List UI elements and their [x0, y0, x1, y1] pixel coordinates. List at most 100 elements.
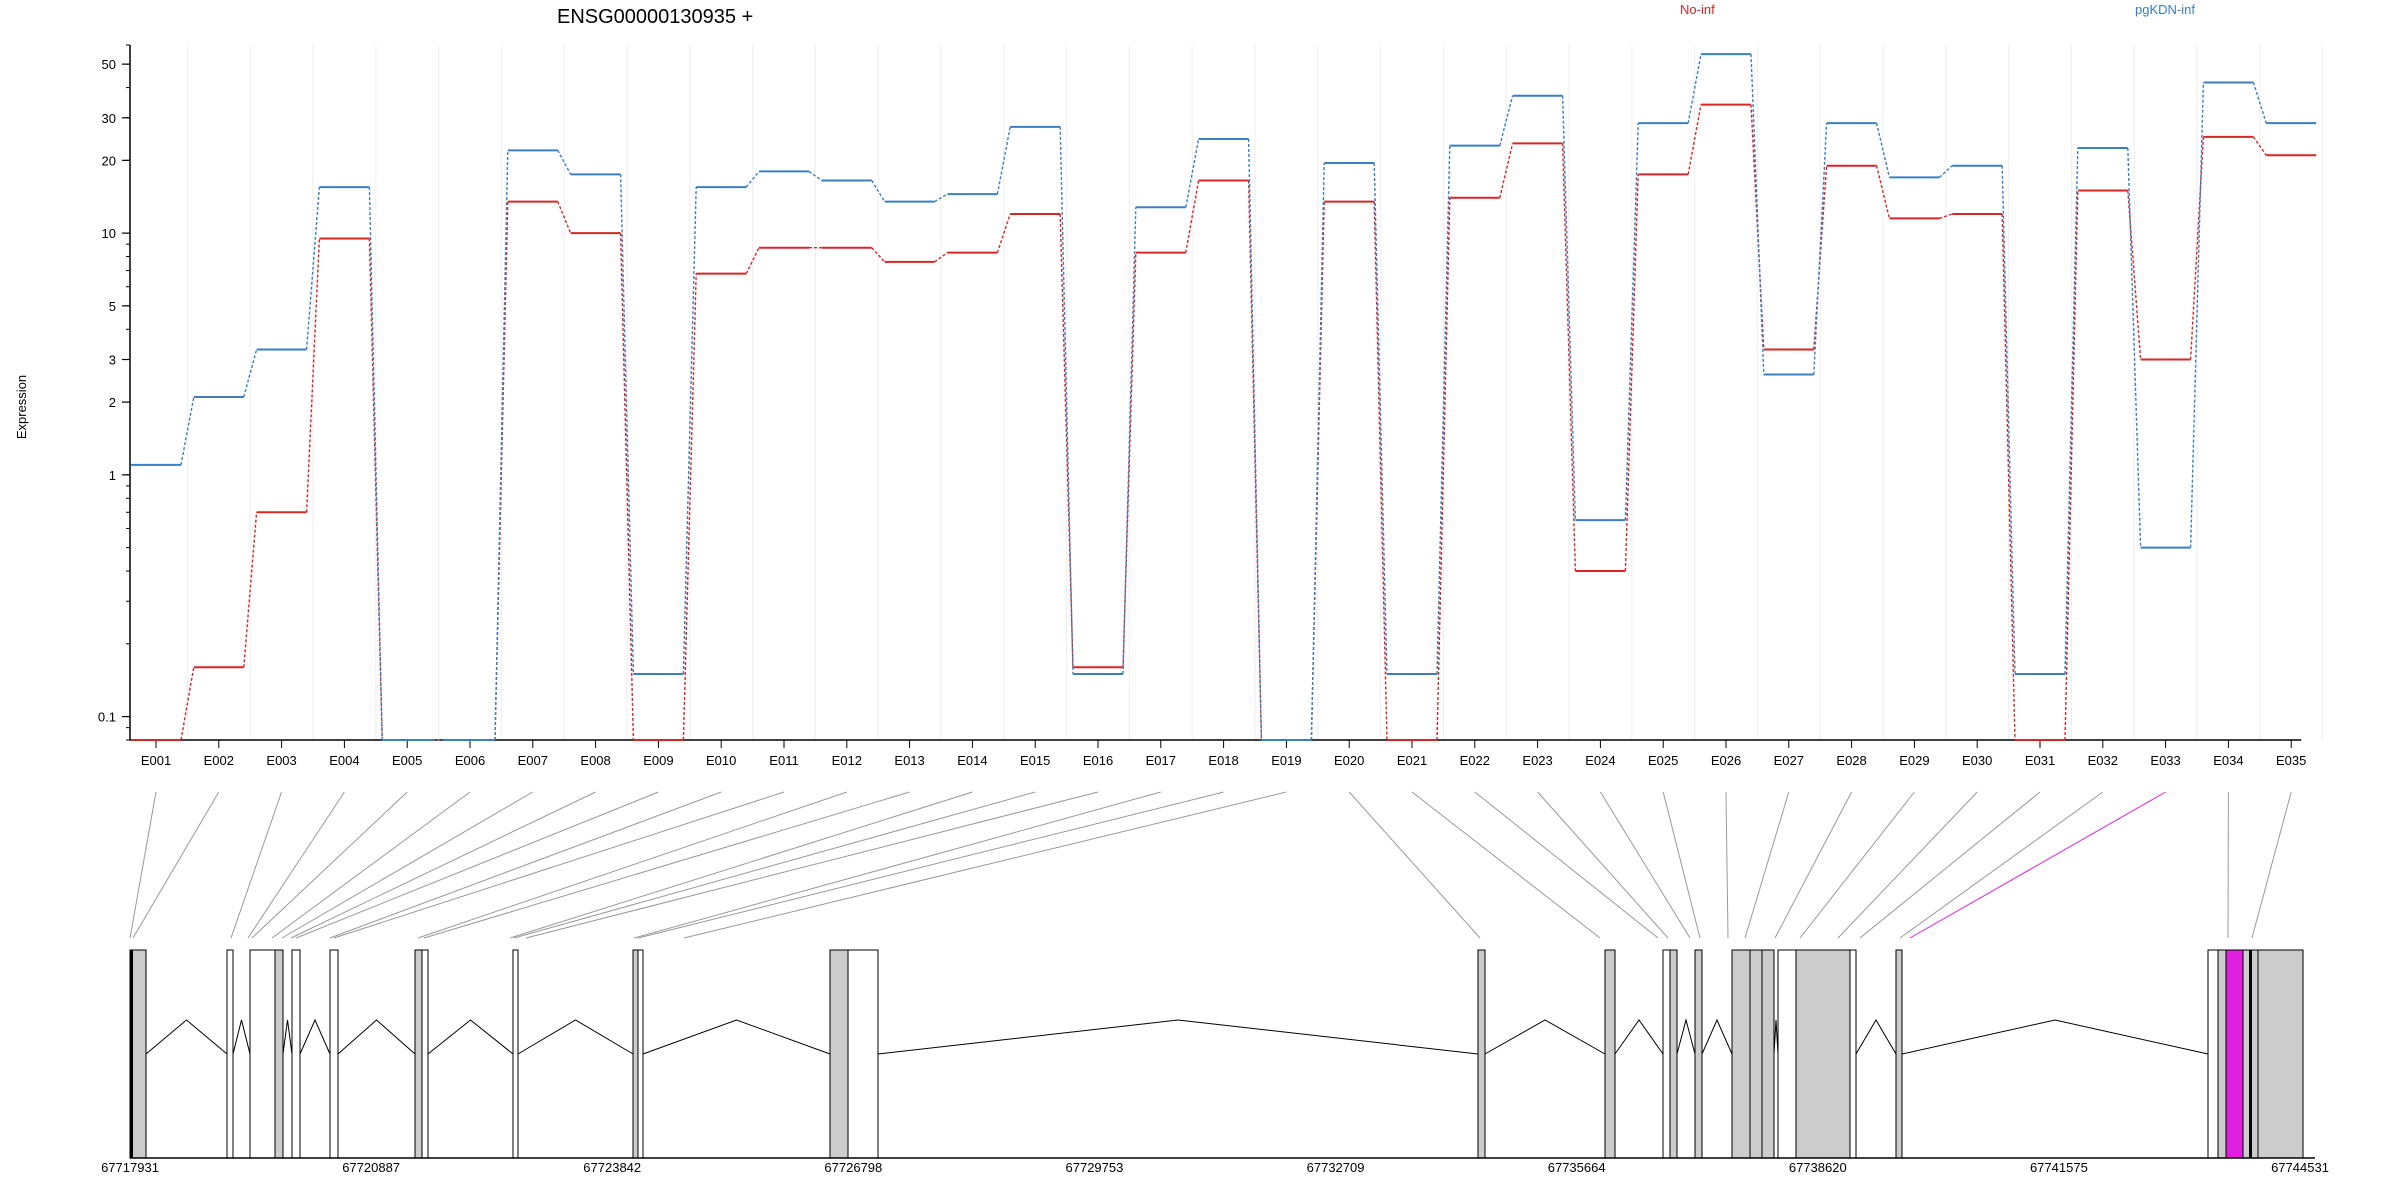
series-connector-pgKDN-inf: [180, 396, 195, 465]
x-tick-label: E014: [957, 753, 987, 768]
series-connector-pgKDN-inf: [682, 187, 697, 675]
exon-box: [2217, 949, 2227, 1159]
series-connector-No-inf: [2189, 136, 2205, 360]
intron-line: [1901, 1019, 2209, 1055]
series-connector-No-inf: [1122, 252, 1137, 668]
series-connector-pgKDN-inf: [1185, 138, 1200, 208]
x-tick-label: E021: [1397, 753, 1427, 768]
series-layer: [131, 53, 2317, 741]
exon-box: [1795, 949, 1851, 1159]
y-tick-label: 30: [102, 111, 116, 126]
intron-line: [1676, 1018, 1696, 1055]
series-connector-No-inf: [619, 233, 635, 741]
series-pgKDN-inf: [131, 53, 2317, 741]
intron-line: [1701, 1018, 1733, 1055]
exon-box: [829, 949, 849, 1159]
series-connector-pgKDN-inf: [745, 170, 760, 188]
series-connector-pgKDN-inf: [2127, 147, 2142, 548]
series-connector-pgKDN-inf: [1561, 95, 1577, 521]
intron-line: [427, 1019, 514, 1055]
x-tick-label: E029: [1899, 753, 1929, 768]
series-connector-pgKDN-inf: [368, 187, 383, 741]
y-tick-label: 10: [102, 226, 116, 241]
x-tick-label: E008: [580, 753, 610, 768]
intron-line: [1773, 1019, 1779, 1055]
exon-box: [1731, 949, 1751, 1159]
x-tick-label: E013: [894, 753, 924, 768]
exon-connector: [290, 791, 596, 939]
coordinate-label: 67741575: [2030, 1160, 2088, 1175]
x-tick-label: E031: [2025, 753, 2055, 768]
series-connector-No-inf: [1939, 213, 1953, 220]
intron-line: [517, 1019, 634, 1055]
series-connector-No-inf: [1687, 104, 1702, 175]
exon-box: [1604, 949, 1616, 1159]
exon-box: [274, 949, 284, 1159]
exon-box: [414, 949, 423, 1159]
exon-box: [421, 949, 429, 1159]
y-axis-label: Expression: [14, 375, 29, 439]
intron-line: [1855, 1019, 1897, 1055]
series-connector-pgKDN-inf: [1122, 207, 1137, 675]
exon-connector: [281, 791, 534, 939]
exon-connector: [423, 791, 910, 939]
y-tick-label: 5: [109, 299, 116, 314]
exon-connector: [1799, 791, 1915, 939]
chart-title: ENSG00000130935 +: [557, 6, 753, 28]
series-connector-pgKDN-inf: [934, 193, 948, 203]
exon-connector: [1599, 791, 1691, 939]
exon-connector: [271, 791, 471, 939]
x-tick-label: E023: [1522, 753, 1552, 768]
series-connector-pgKDN-inf: [1059, 126, 1074, 675]
x-tick-label: E007: [518, 753, 548, 768]
series-connector-pgKDN-inf: [1687, 54, 1702, 124]
exon-box: [2225, 949, 2244, 1159]
series-connector-pgKDN-inf: [2252, 82, 2267, 124]
series-connector-No-inf: [243, 512, 258, 668]
exon-box: [1777, 949, 1797, 1159]
exon-box: [2207, 949, 2219, 1159]
x-tick-label: E018: [1208, 753, 1238, 768]
exon-connector: [513, 791, 1036, 939]
exon-box: [1662, 949, 1671, 1159]
exon-connector: [1909, 791, 2166, 939]
series-connector-pgKDN-inf: [808, 170, 823, 182]
exon-box: [2257, 949, 2304, 1159]
series-connector-No-inf: [1875, 165, 1891, 219]
series-connector-No-inf: [1624, 174, 1639, 572]
exon-connector: [251, 791, 408, 939]
exon-connector: [132, 791, 220, 939]
series-connector-pgKDN-inf: [1499, 95, 1514, 146]
coordinate-label: 67723842: [583, 1160, 641, 1175]
legend-label-no-inf: No-inf: [1680, 2, 1715, 17]
x-tick-label: E024: [1585, 753, 1615, 768]
x-tick-label: E030: [1962, 753, 1992, 768]
series-connector-No-inf: [2127, 190, 2142, 360]
y-tick-label: 20: [102, 153, 116, 168]
intron-line: [232, 1019, 251, 1055]
exon-box: [329, 949, 339, 1159]
series-connector-pgKDN-inf: [243, 349, 258, 398]
series-connector-No-inf: [2252, 136, 2267, 156]
coordinate-label: 67726798: [824, 1160, 882, 1175]
x-tick-label: E026: [1711, 753, 1741, 768]
exon-connector: [1474, 791, 1659, 939]
exon-box: [1895, 949, 1903, 1159]
exon-connector: [295, 791, 659, 939]
x-tick-label: E034: [2213, 753, 2243, 768]
x-tick-label: E005: [392, 753, 422, 768]
series-connector-pgKDN-inf: [305, 187, 321, 350]
series-connector-pgKDN-inf: [1938, 165, 1953, 178]
exon-connector: [329, 791, 722, 939]
exon-connector: [1859, 791, 2041, 939]
intron-line: [1614, 1019, 1664, 1055]
series-connector-pgKDN-inf: [1373, 162, 1388, 675]
series-connector-No-inf: [1499, 143, 1514, 198]
exon-connector-layer: [129, 791, 2292, 939]
intron-line: [337, 1019, 416, 1055]
x-tick-label: E017: [1146, 753, 1176, 768]
series-connector-No-inf: [996, 213, 1011, 253]
intron-line: [1484, 1019, 1606, 1055]
x-tick-label: E025: [1648, 753, 1678, 768]
exon-connector: [1537, 791, 1669, 939]
